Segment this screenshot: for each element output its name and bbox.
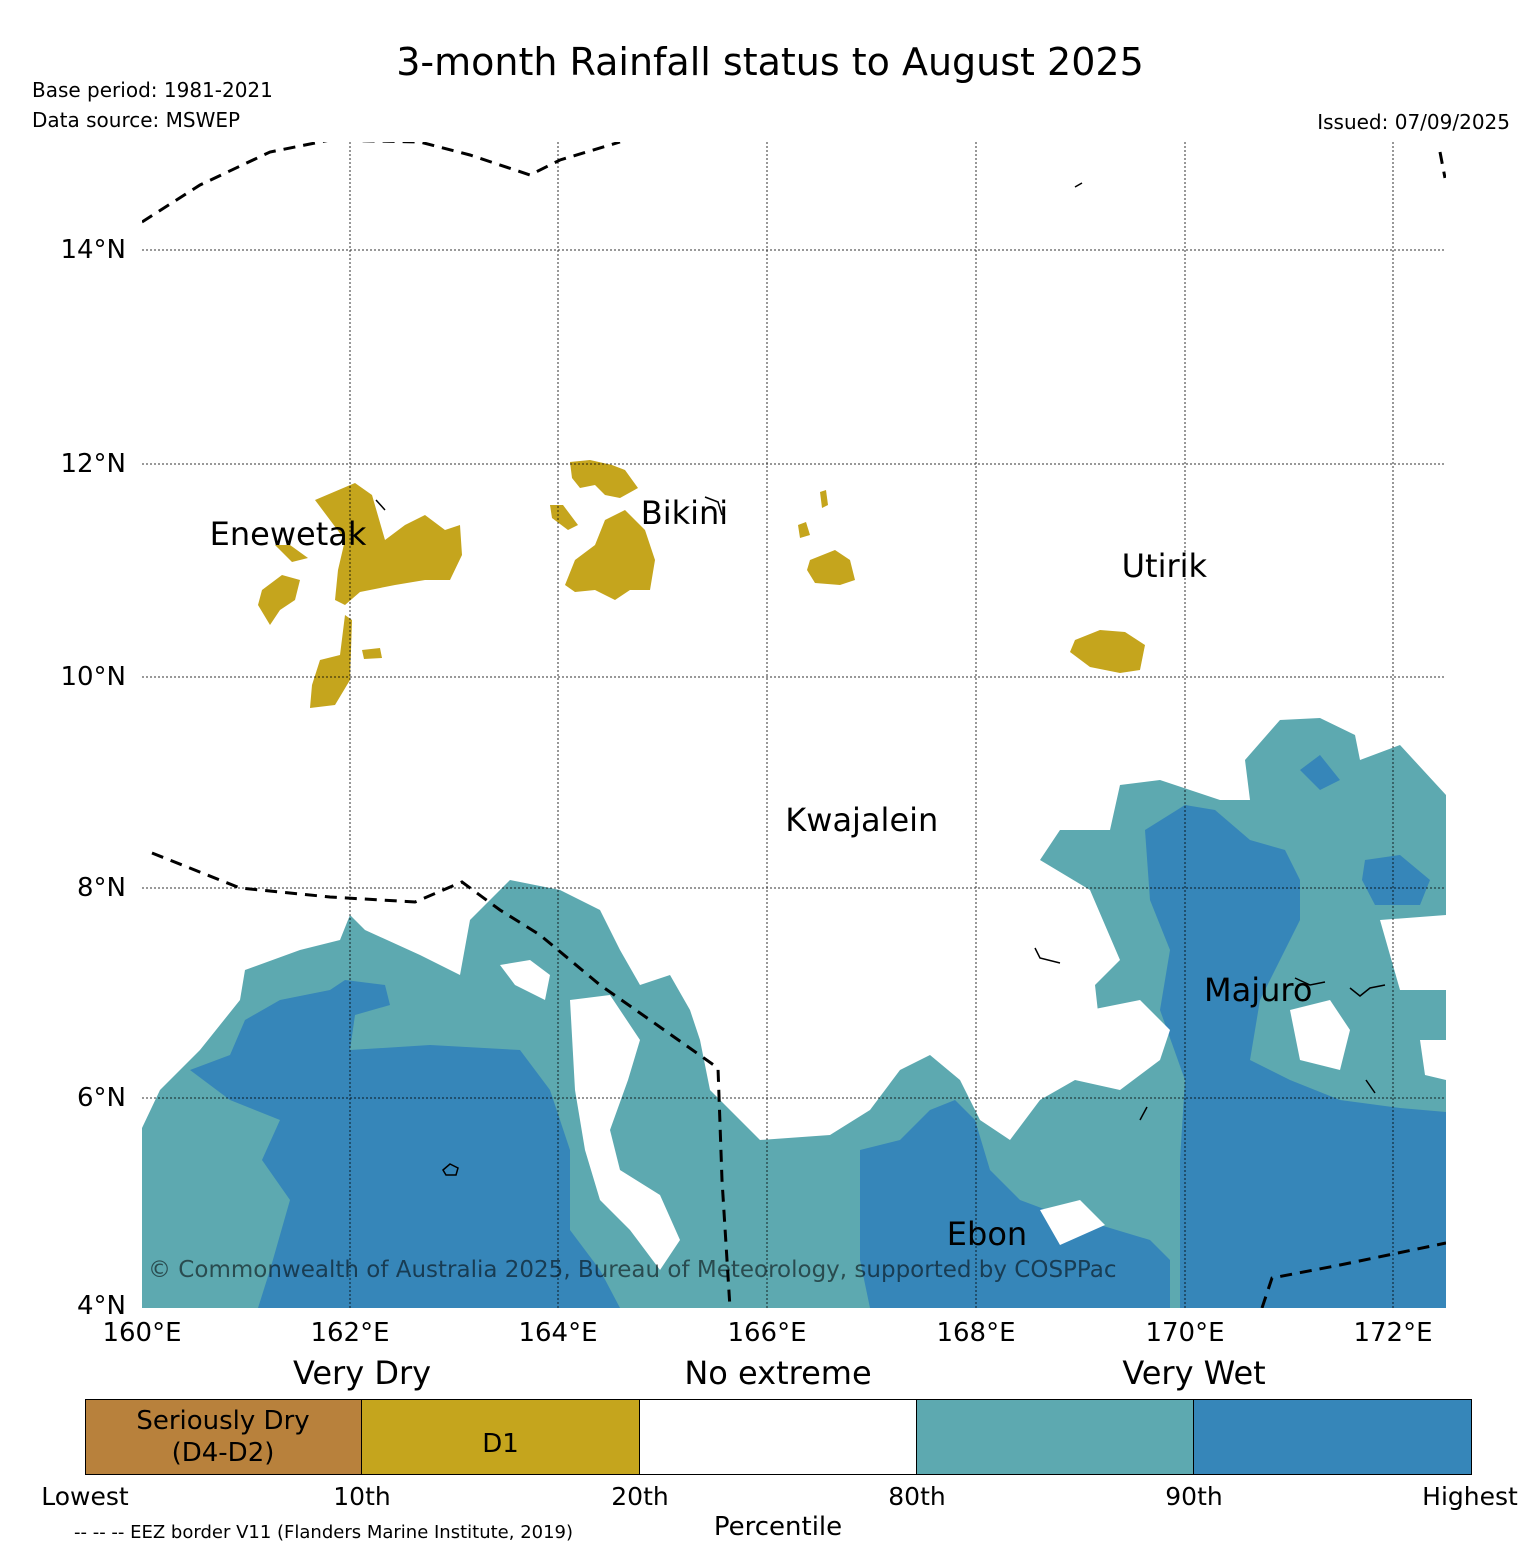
issued-date: Issued: 07/09/2025 — [1317, 110, 1510, 134]
lat-tick: 10°N — [60, 662, 126, 692]
legend-seriously-dry-label: Seriously Dry — [136, 1406, 310, 1436]
lat-tick: 8°N — [77, 873, 126, 903]
island-outlines — [375, 182, 1386, 1176]
map-title: 3-month Rainfall status to August 2025 — [396, 40, 1144, 84]
eez-border — [142, 142, 1446, 1308]
place-label-majuro: Majuro — [1204, 971, 1313, 1009]
legend-tick-highest: Highest — [1422, 1482, 1518, 1511]
base-period: Base period: 1981-2021 — [32, 78, 273, 102]
lon-tick: 162°E — [310, 1318, 390, 1348]
legend-tick-lowest: Lowest — [41, 1482, 129, 1511]
legend-tick-80th: 80th — [888, 1482, 946, 1511]
legend-band-very-wet: Very Wet — [1122, 1354, 1266, 1392]
lat-tick: 14°N — [60, 235, 126, 265]
legend-very-wet-80 — [917, 1399, 1194, 1475]
legend-tick-90th: 90th — [1165, 1482, 1223, 1511]
place-label-bikini: Bikini — [640, 494, 729, 532]
legend-no-extreme — [640, 1399, 917, 1475]
lon-tick: 164°E — [518, 1318, 598, 1348]
legend-tick-10th: 10th — [333, 1482, 391, 1511]
data-source: Data source: MSWEP — [32, 108, 241, 132]
lon-tick: 166°E — [727, 1318, 807, 1348]
place-label-utirik: Utirik — [1121, 547, 1208, 585]
lat-tick: 6°N — [77, 1083, 126, 1113]
legend-band-no-extreme: No extreme — [684, 1354, 872, 1392]
legend-band-very-dry: Very Dry — [292, 1354, 432, 1392]
copyright-notice: © Commonwealth of Australia 2025, Bureau… — [148, 1257, 1117, 1283]
very-wet-90-area — [190, 755, 1446, 1308]
legend-seriously-dry: Seriously Dry (D4-D2) — [85, 1399, 362, 1475]
legend-very-wet-90 — [1194, 1399, 1472, 1475]
place-label-enewetak: Enewetak — [209, 515, 367, 554]
lon-tick: 160°E — [102, 1318, 182, 1348]
legend-d1-label: D1 — [482, 1429, 519, 1459]
legend-axis-label: Percentile — [713, 1512, 843, 1542]
eez-note: -- -- -- EEZ border V11 (Flanders Marine… — [74, 1522, 574, 1543]
place-label-kwajalein: Kwajalein — [785, 801, 939, 840]
legend-tick-20th: 20th — [611, 1482, 669, 1511]
legend-seriously-dry-range: (D4-D2) — [171, 1438, 275, 1468]
place-label-ebon: Ebon — [946, 1214, 1028, 1253]
lon-tick: 168°E — [936, 1318, 1016, 1348]
lon-tick: 170°E — [1145, 1318, 1225, 1348]
lat-tick: 12°N — [60, 449, 126, 479]
d1-dry-areas — [258, 460, 1145, 708]
legend-d1: D1 — [362, 1399, 640, 1475]
lon-tick: 172°E — [1353, 1318, 1433, 1348]
lat-tick: 4°N — [77, 1291, 126, 1321]
gridlines — [142, 142, 1446, 1308]
